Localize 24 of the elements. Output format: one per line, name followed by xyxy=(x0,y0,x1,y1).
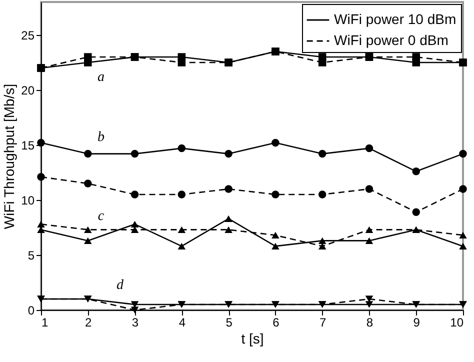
legend-label: WiFi power 10 dBm xyxy=(334,11,456,27)
annotation: c xyxy=(98,209,105,224)
x-axis-title: t [s] xyxy=(241,330,264,346)
legend-label: WiFi power 0 dBm xyxy=(334,32,448,48)
y-tick-label: 25 xyxy=(21,28,35,42)
x-tick-label: 7 xyxy=(319,316,326,330)
x-tick-label: 4 xyxy=(178,316,186,330)
x-tick-label: 8 xyxy=(366,316,374,330)
x-tick-label: 1 xyxy=(42,316,48,330)
y-axis-title: WiFi Throughput [Mb/s] xyxy=(1,84,18,230)
y-tick-label: 15 xyxy=(21,138,35,152)
x-tick-label: 10 xyxy=(450,316,464,330)
x-tick-label: 5 xyxy=(226,316,233,330)
y-tick-label: 10 xyxy=(21,194,35,208)
x-tick-label: 6 xyxy=(272,316,280,330)
y-tick-label: 5 xyxy=(28,248,35,262)
annotation: a xyxy=(98,70,104,85)
annotation: b xyxy=(98,130,104,145)
x-tick-label: 3 xyxy=(132,316,139,330)
y-tick-label: 20 xyxy=(21,84,35,98)
annotation: d xyxy=(116,278,124,293)
y-tick-label: 0 xyxy=(28,304,35,318)
x-tick-label: 9 xyxy=(413,316,420,330)
x-tick-label: 2 xyxy=(85,316,92,330)
